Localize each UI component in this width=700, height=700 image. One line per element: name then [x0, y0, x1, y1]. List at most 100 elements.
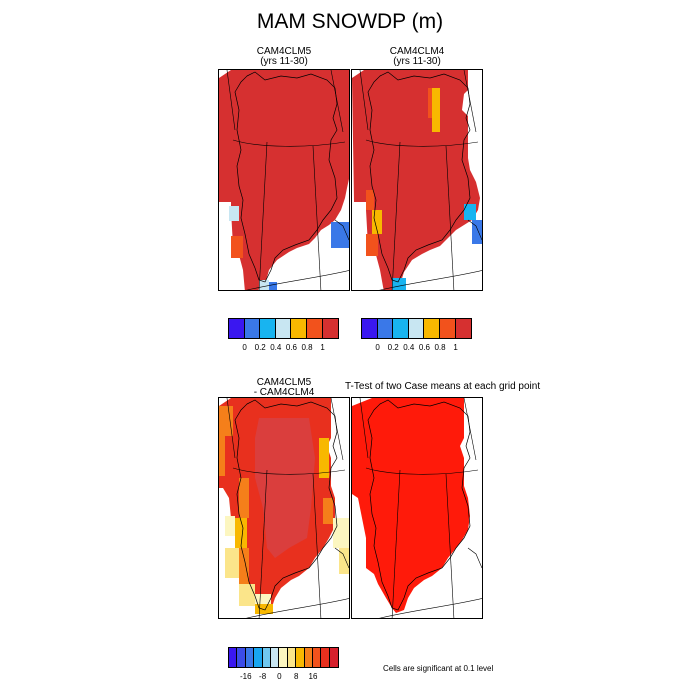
colorbar-tick-label: 1: [320, 343, 325, 352]
colorbar-swatch: [262, 648, 271, 667]
colorbar-swatch: [245, 648, 255, 667]
snow-cell-orange: [428, 88, 432, 118]
snow-cell-light: [229, 206, 239, 221]
diff-cell: [333, 518, 349, 548]
colorbar-tick-label: 0.6: [285, 343, 297, 352]
panel-title-line2: (yrs 11-30): [393, 56, 441, 67]
diff-cell: [239, 478, 249, 518]
colorbar-tick-label: 0.4: [403, 343, 415, 352]
colorbar-tick-label: 0.2: [387, 343, 399, 352]
colorbar-tick-label: 0.4: [270, 343, 282, 352]
colorbar-swatch: [291, 319, 307, 338]
snow-cell-cyan: [464, 204, 476, 220]
diff-cell: [255, 604, 273, 614]
diff-cell: [235, 518, 247, 548]
panel-title-ttest: T-Test of two Case means at each grid po…: [345, 381, 541, 392]
iceland-coastline: [334, 547, 349, 569]
map-panel-cam4clm5: [218, 69, 350, 291]
snow-depth-field: [352, 70, 480, 290]
colorbar-swatch: [377, 319, 394, 338]
map-panel-ttest: [351, 397, 483, 619]
greenland-coastline: [367, 71, 471, 283]
colorbar-tick-label: 0.6: [418, 343, 430, 352]
longitude-line: [330, 398, 344, 461]
panel-title-diff: CAM4CLM5 - CAM4CLM4: [218, 378, 350, 398]
map-cam4clm5: [219, 70, 349, 290]
colorbar-tick-label: 0.8: [301, 343, 313, 352]
colorbar-swatch: [270, 648, 280, 667]
diff-cell: [323, 498, 333, 524]
colorbar-swatch: [229, 648, 238, 667]
colorbar-tick-label: 0.8: [434, 343, 446, 352]
longitude-line: [359, 398, 369, 459]
map-cam4clm4: [352, 70, 482, 290]
iceland-coastline: [467, 219, 482, 241]
colorbar-tick-label: 0: [375, 343, 380, 352]
latitude-line: [246, 598, 349, 618]
colorbar-swatch: [312, 648, 322, 667]
colorbar-swatch: [279, 648, 288, 667]
panel-title-line1: CAM4CLM4: [389, 46, 445, 57]
colorbar-swatch: [322, 319, 339, 338]
colorbar-swatch: [287, 648, 297, 667]
diff-cell: [239, 548, 249, 584]
colorbar-swatch: [275, 319, 292, 338]
significance-note: Cells are significant at 0.1 level: [383, 664, 494, 673]
colorbar-swatch: [424, 319, 440, 338]
iceland-coastline: [334, 219, 349, 241]
snow-cell-light: [259, 280, 269, 290]
panel-title-cam4clm4: CAM4CLM4 (yrs 11-30): [351, 47, 483, 67]
map-panel-diff: [218, 397, 350, 619]
diff-cell: [225, 516, 235, 536]
longitude-line: [312, 145, 322, 290]
longitude-line: [391, 141, 401, 290]
colorbar-tick-label: 1: [453, 343, 458, 352]
snow-cell-blue: [472, 220, 482, 244]
greenland-coastline: [234, 71, 338, 283]
colorbar-swatch: [362, 319, 378, 338]
latitude-line: [246, 270, 349, 290]
greenland-coastline: [367, 399, 471, 611]
colorbar-tick-label: 0: [277, 672, 282, 681]
colorbar-swatch: [229, 319, 245, 338]
significant-cells: [352, 398, 470, 613]
diff-cell: [225, 548, 239, 578]
colorbar-swatch: [321, 648, 330, 667]
longitude-line: [463, 398, 477, 461]
colorbar-cam4clm4: [361, 318, 473, 339]
longitude-line: [226, 398, 236, 459]
longitude-line: [391, 469, 401, 618]
diff-cell: [219, 436, 225, 476]
latitude-line: [232, 467, 346, 475]
longitude-line: [463, 70, 477, 133]
diff-cell: [339, 548, 349, 574]
colorbar-tick-label: 0.2: [254, 343, 266, 352]
longitude-line: [258, 469, 268, 618]
snow-cell-orange: [366, 234, 378, 256]
snow-cell-yellow: [432, 88, 440, 132]
greenland-coastline: [234, 399, 338, 611]
colorbar-swatch: [304, 648, 313, 667]
colorbar-swatch: [408, 319, 425, 338]
colorbar-tick-label: -16: [240, 672, 252, 681]
colorbar-swatch: [296, 648, 305, 667]
longitude-line: [445, 145, 455, 290]
colorbar-swatch: [254, 648, 263, 667]
diff-strong-cell: [255, 418, 315, 558]
map-panel-cam4clm4: [351, 69, 483, 291]
snow-cell-orange: [366, 190, 374, 210]
longitude-line: [359, 70, 369, 131]
snow-cell-blue: [269, 282, 277, 290]
snow-cell-orange: [231, 236, 243, 258]
longitude-line: [330, 70, 344, 133]
colorbar-swatch: [260, 319, 276, 338]
diff-cell: [319, 438, 329, 478]
figure-title: MAM SNOWDP (m): [256, 10, 444, 33]
colorbar-diff: [228, 647, 340, 668]
panel-title-cam4clm5: CAM4CLM5 (yrs 11-30): [218, 47, 350, 67]
iceland-coastline: [467, 547, 482, 569]
longitude-line: [445, 473, 455, 618]
panel-title-line2: (yrs 11-30): [260, 56, 308, 67]
snow-cell-yellow: [372, 210, 382, 234]
diff-cell: [239, 584, 255, 606]
